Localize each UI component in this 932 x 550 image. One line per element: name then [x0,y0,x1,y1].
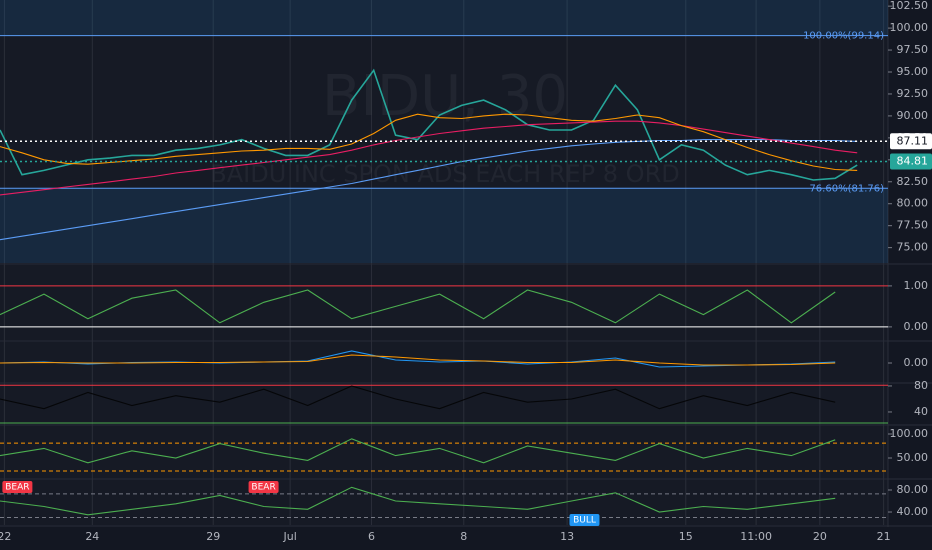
y-tick-label: 82.50 [897,175,929,188]
price-label: 84.81 [897,154,929,167]
price-label: 87.11 [897,134,929,147]
y-tick-label: 100.00 [890,21,929,34]
y-tick-label: 75.00 [897,241,929,254]
y-tick-label: 1.00 [904,279,929,292]
x-tick-label: 24 [85,530,99,543]
pane-background [0,384,888,424]
pane-background [0,265,888,340]
y-tick-label: 80 [914,379,928,392]
y-tick-label: 100.00 [890,427,929,440]
fib-zone [0,188,888,263]
series-line [0,486,836,516]
y-tick-label: 80.00 [897,197,929,210]
y-tick-label: 40.00 [897,505,929,518]
x-tick-label: 15 [679,530,693,543]
series-line [0,139,858,241]
signal-box [248,481,279,493]
x-tick-label: 6 [368,530,375,543]
signal-label: BULL [573,516,596,526]
y-tick-label: 50.00 [897,451,929,464]
series-line [0,289,836,324]
y-tick-label: 80.00 [897,483,929,496]
y-tick-label: 0.00 [904,320,929,333]
y-tick-label: 0.00 [904,356,929,369]
price-label-box [890,153,932,170]
series-line [0,438,836,464]
x-tick-label: 20 [813,530,827,543]
x-tick-label: 11:00 [740,530,772,543]
signal-label: BEAR [251,483,275,493]
y-tick-label: 97.50 [897,43,929,56]
signal-box [569,514,600,526]
fib-zone [0,0,888,36]
y-tick-label: 102.50 [890,0,929,12]
x-tick-label: 8 [460,530,467,543]
watermark-symbol: BIDU, 30 [322,64,568,129]
pane-background [0,480,888,525]
y-tick-label: 90.00 [897,109,929,122]
x-tick-label: 13 [560,530,574,543]
y-tick-label: 95.00 [897,65,929,78]
pane-background [0,426,888,478]
watermark-description: BAIDU INC SPON ADS EACH REP 8 ORD [210,160,679,188]
x-tick-label: 21 [877,530,891,543]
price-label-box [890,133,932,150]
series-line [0,113,858,171]
fib-label: 100.00%(99.14) [803,31,884,42]
series-line [0,354,836,366]
pane-background [0,0,888,263]
y-tick-label: 77.50 [897,219,929,232]
series-line [0,385,836,410]
x-tick-label: Jul [282,530,296,543]
x-tick-label: 22 [0,530,11,543]
series-line [0,68,858,181]
x-tick-label: 29 [206,530,220,543]
y-tick-label: 92.50 [897,87,929,100]
signal-label: BEAR [5,483,29,493]
fib-label: 76.60%(81.76) [809,183,884,194]
signal-box [2,481,33,493]
series-line [0,120,858,196]
y-tick-label: 40 [914,405,928,418]
